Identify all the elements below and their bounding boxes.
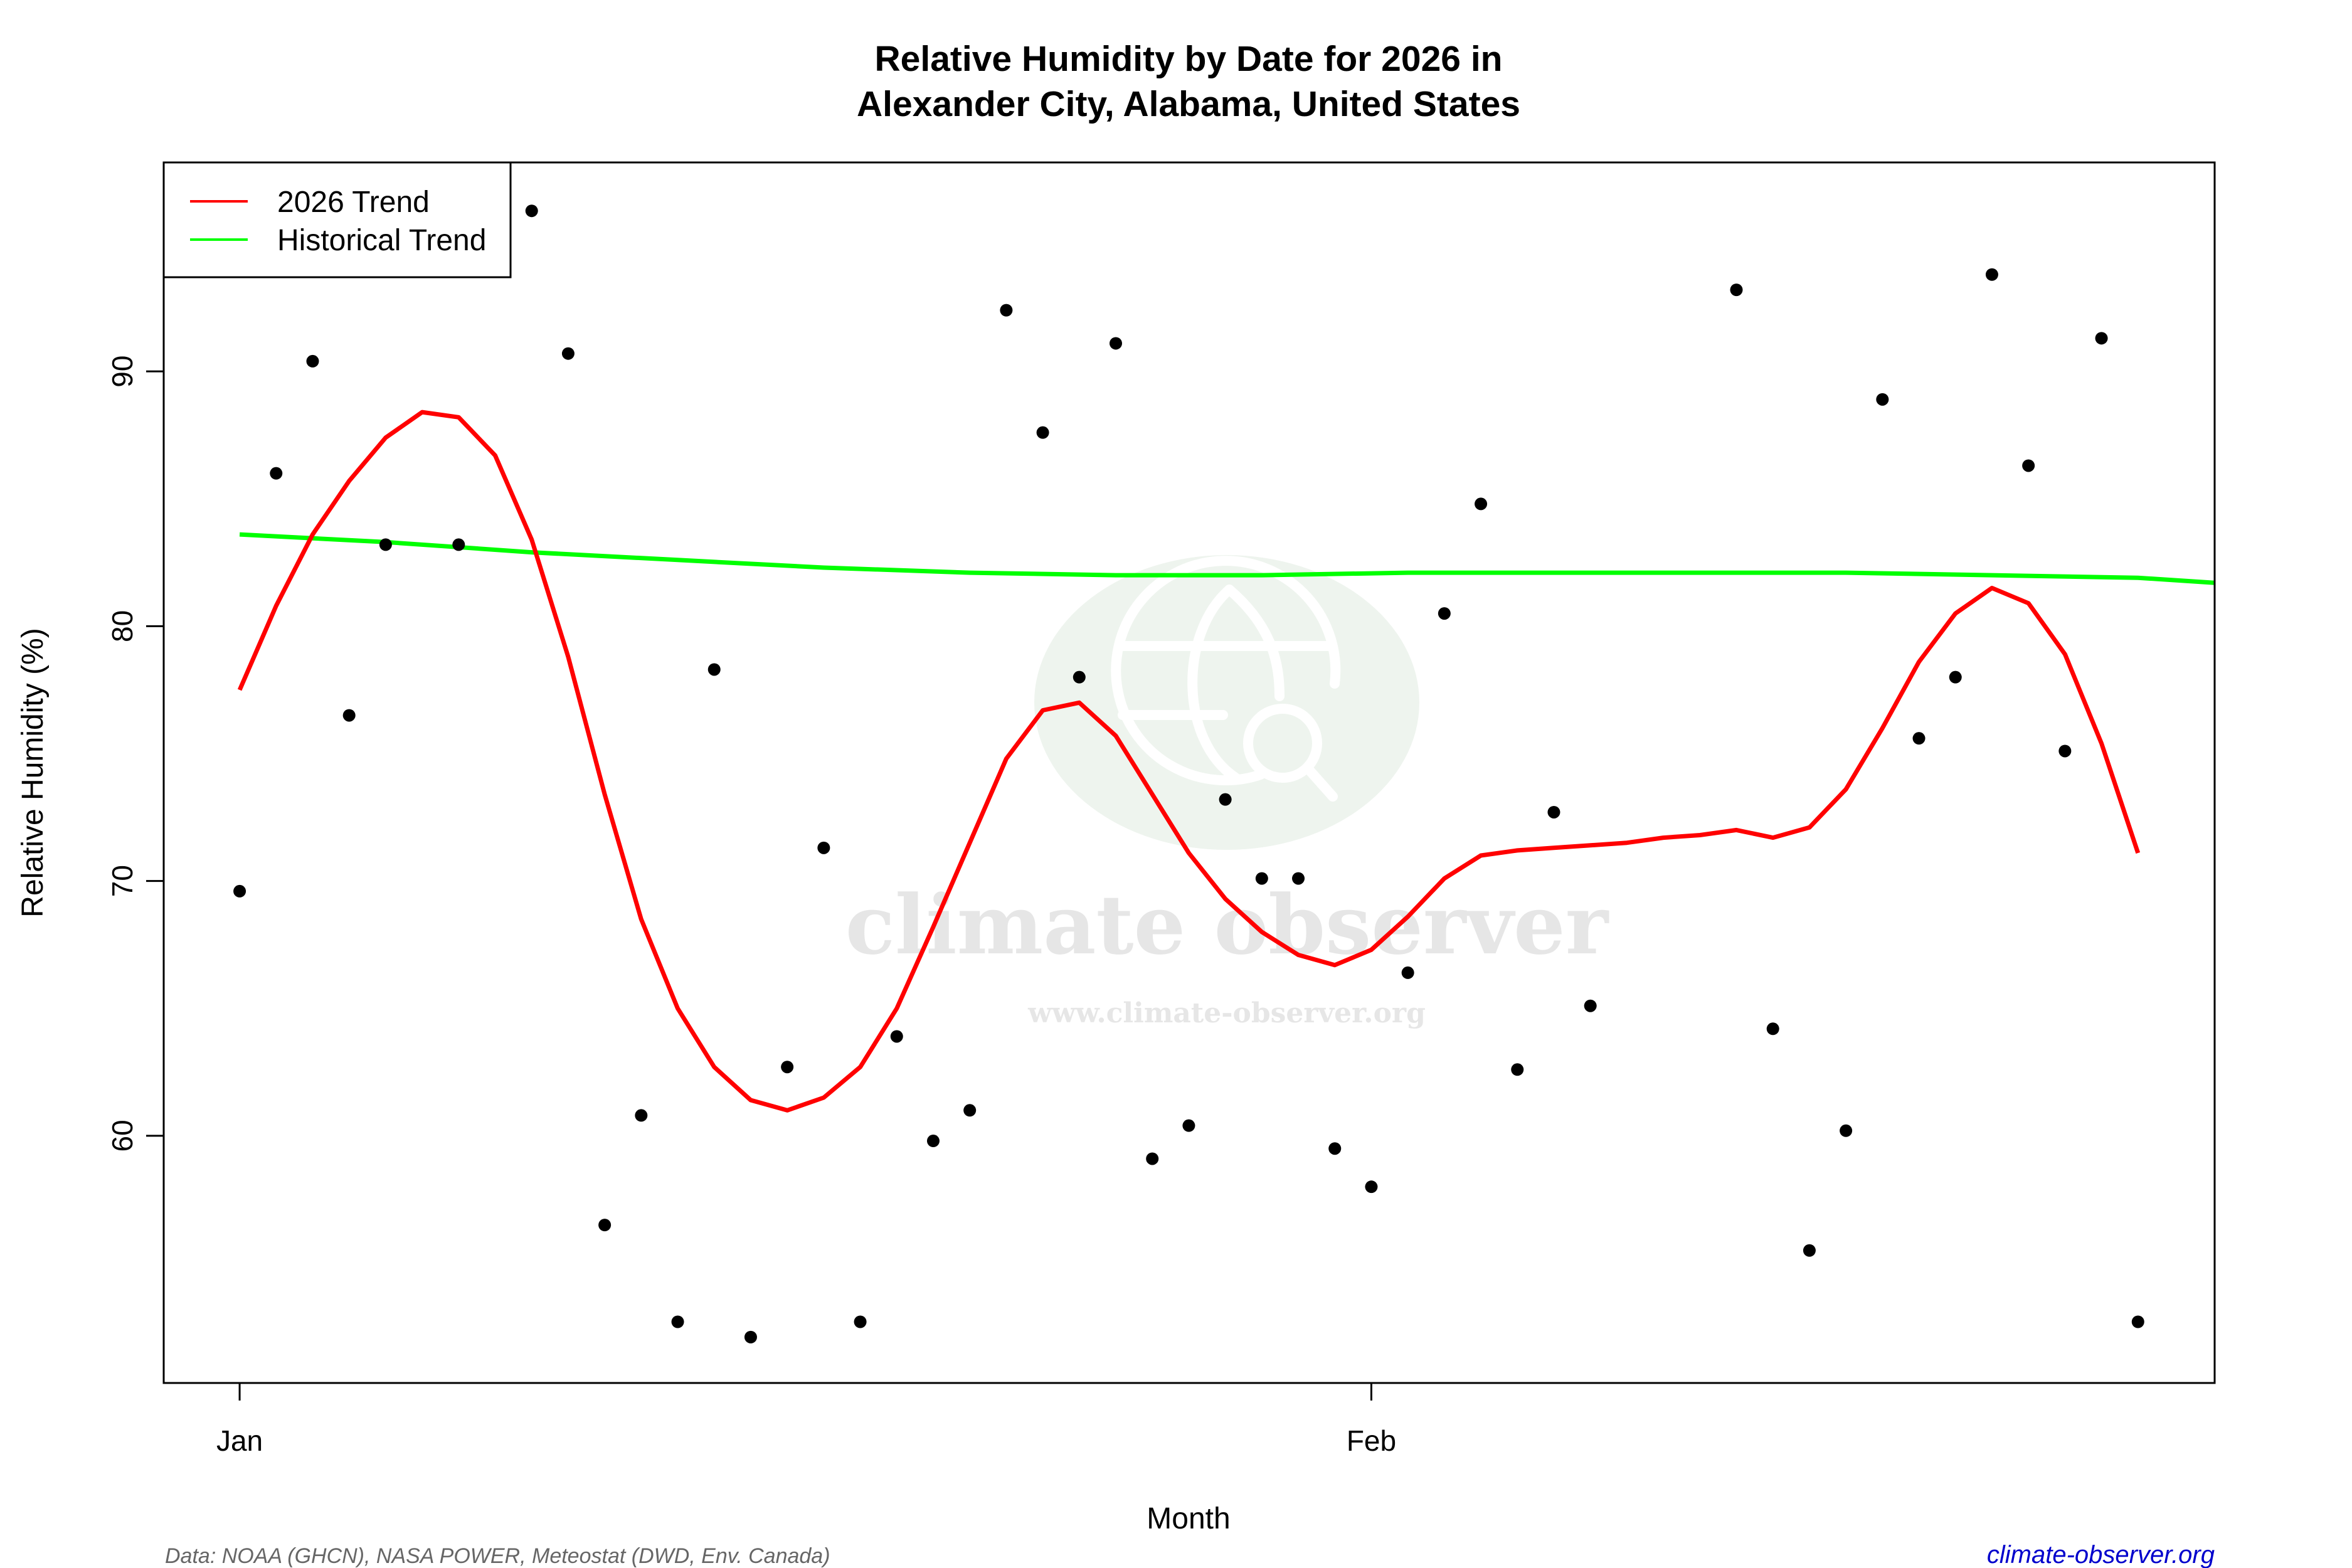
data-point bbox=[1110, 337, 1123, 350]
historical-trend-line bbox=[239, 532, 2215, 585]
data-point bbox=[744, 1330, 757, 1343]
data-point bbox=[1475, 497, 1488, 511]
data-point bbox=[1401, 966, 1414, 979]
data-point bbox=[1840, 1124, 1853, 1137]
data-point bbox=[1365, 1180, 1378, 1194]
data-point bbox=[963, 1104, 977, 1117]
data-point bbox=[2095, 332, 2108, 345]
footer-site-link[interactable]: climate-observer.org bbox=[1987, 1541, 2215, 1568]
data-point bbox=[890, 1030, 903, 1043]
x-tick-label: Jan bbox=[216, 1424, 263, 1457]
data-point bbox=[561, 347, 575, 360]
trend-2026-line bbox=[237, 410, 2141, 1113]
data-point bbox=[635, 1109, 648, 1122]
data-point bbox=[2058, 744, 2072, 758]
data-point bbox=[598, 1219, 612, 1232]
data-point bbox=[270, 467, 283, 480]
data-point bbox=[1547, 805, 1560, 818]
watermark-name: climate observer bbox=[845, 877, 1609, 973]
data-point bbox=[525, 204, 538, 218]
data-point bbox=[1584, 999, 1597, 1012]
chart-title-line2: Alexander City, Alabama, United States bbox=[857, 84, 1520, 124]
data-point bbox=[1876, 393, 1889, 406]
data-point bbox=[1438, 607, 1451, 620]
data-point bbox=[781, 1061, 794, 1074]
data-point bbox=[2131, 1315, 2144, 1328]
data-point bbox=[1073, 670, 1086, 684]
x-tick-label: Feb bbox=[1347, 1424, 1396, 1457]
data-point bbox=[926, 1135, 940, 1148]
data-point bbox=[342, 709, 356, 722]
data-point bbox=[1036, 426, 1049, 439]
watermark-globe-icon bbox=[1034, 555, 1419, 850]
watermark-url: www.climate-observer.org bbox=[1027, 997, 1426, 1029]
data-point bbox=[1985, 268, 1998, 281]
data-points bbox=[233, 204, 2144, 1343]
data-point bbox=[1766, 1022, 1779, 1036]
data-point bbox=[1803, 1244, 1816, 1257]
data-point bbox=[452, 538, 465, 551]
data-point bbox=[1328, 1142, 1342, 1155]
y-tick-label: 60 bbox=[106, 1120, 139, 1152]
x-axis-label: Month bbox=[1147, 1502, 1230, 1535]
y-tick-label: 80 bbox=[106, 610, 139, 642]
data-point bbox=[854, 1315, 867, 1328]
y-axis-label: Relative Humidity (%) bbox=[16, 628, 50, 917]
legend-box bbox=[162, 161, 512, 278]
data-point bbox=[1000, 304, 1013, 317]
y-tick-label: 90 bbox=[106, 356, 139, 388]
data-point bbox=[379, 538, 392, 551]
legend-label-historical-trend: Historical Trend bbox=[277, 224, 486, 257]
historical-trend-path bbox=[239, 532, 2215, 585]
chart-title-line1: Relative Humidity by Date for 2026 in bbox=[875, 39, 1503, 79]
legend: 2026 Trend Historical Trend bbox=[162, 161, 512, 278]
data-point bbox=[1255, 872, 1268, 885]
data-point bbox=[1146, 1152, 1159, 1165]
data-point bbox=[233, 884, 246, 898]
data-point bbox=[306, 354, 319, 368]
y-axis: 60 70 80 90 bbox=[106, 356, 164, 1152]
globe-search-icon bbox=[1111, 556, 1341, 802]
data-point bbox=[671, 1315, 684, 1328]
data-point bbox=[1182, 1119, 1195, 1132]
data-point bbox=[1219, 793, 1232, 806]
x-axis: Jan Feb bbox=[216, 1383, 1396, 1457]
trend-2026-path bbox=[237, 410, 2141, 1113]
y-tick-label: 70 bbox=[106, 865, 139, 897]
data-point bbox=[1949, 670, 1962, 684]
data-point bbox=[817, 841, 830, 854]
footer-data-source: Data: NOAA (GHCN), NASA POWER, Meteostat… bbox=[165, 1544, 830, 1568]
data-point bbox=[1730, 283, 1743, 297]
data-point bbox=[707, 663, 721, 676]
data-point bbox=[2022, 459, 2035, 472]
data-point bbox=[1292, 872, 1305, 885]
watermark: climate observer www.climate-observer.or… bbox=[845, 555, 1609, 1029]
plot-frame bbox=[162, 161, 2216, 1384]
data-point bbox=[1912, 732, 1926, 745]
data-point bbox=[1511, 1063, 1524, 1076]
legend-label-2026-trend: 2026 Trend bbox=[277, 186, 430, 219]
